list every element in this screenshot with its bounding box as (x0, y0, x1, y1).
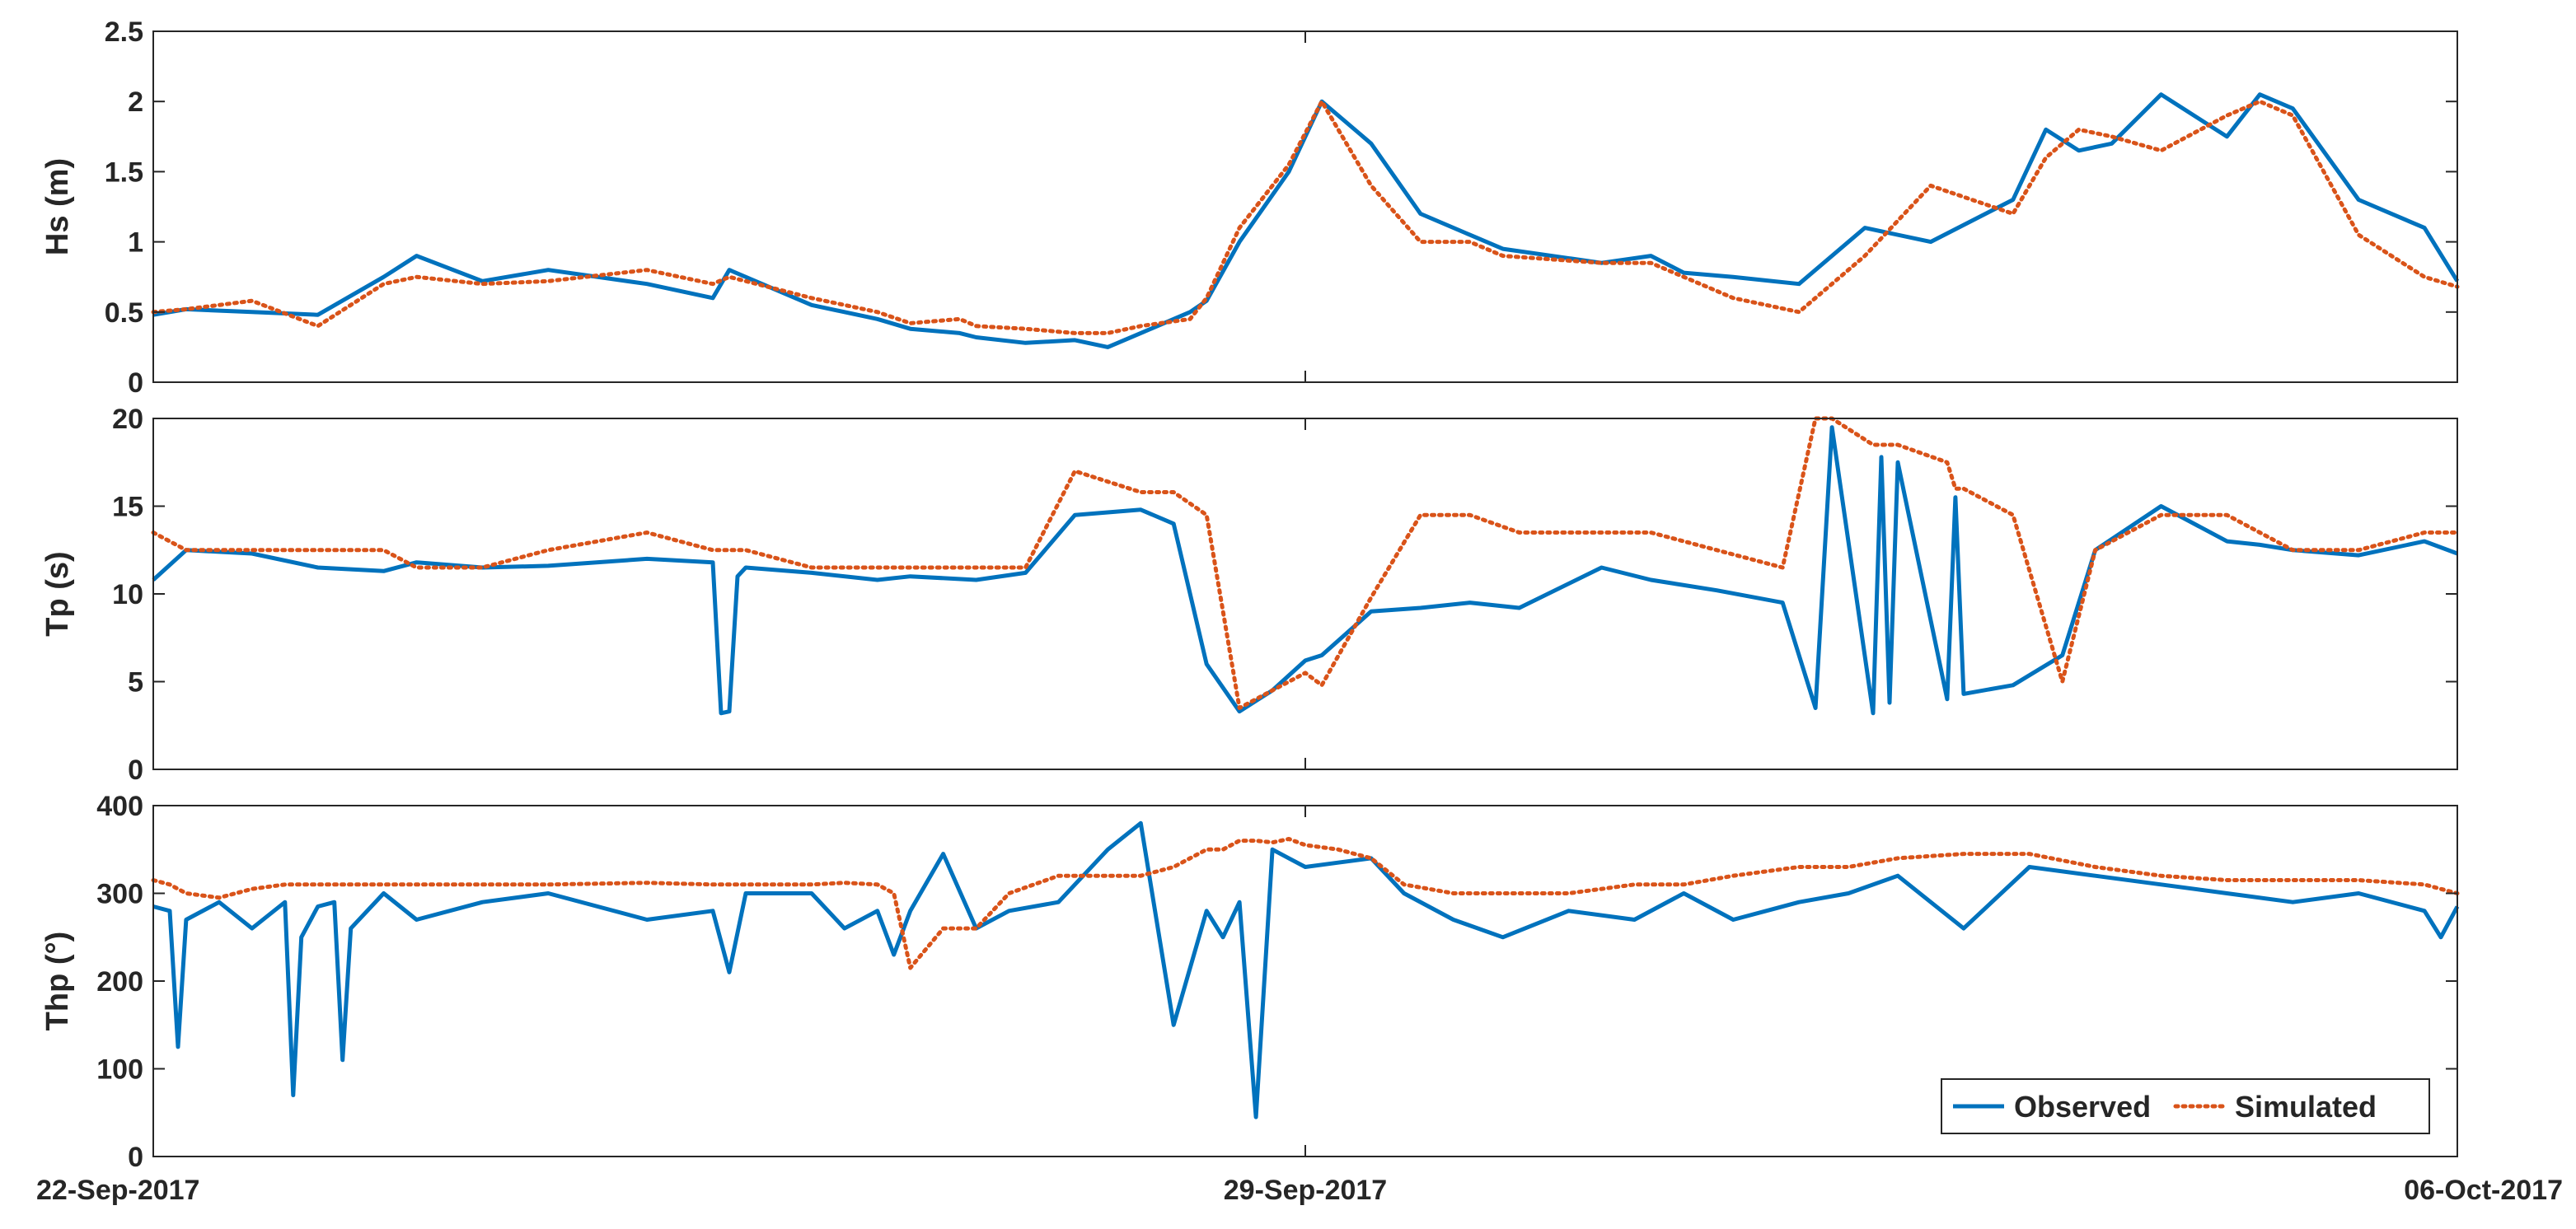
tp-y-ticks: 0 5 10 15 20 (112, 404, 2457, 786)
y-tick-label: 100 (96, 1054, 143, 1086)
hs-y-axis-label: Hs (m) (40, 158, 75, 255)
y-tick-label: 0 (128, 755, 143, 786)
thp-panel: 0 100 200 300 400 Thp (°) (40, 791, 2460, 1173)
y-tick-label: 0 (128, 1142, 143, 1173)
legend: Observed Simulated (1941, 1078, 2430, 1134)
tp-observed-line (152, 425, 2458, 716)
y-tick-label: 200 (96, 966, 143, 998)
hs-y-ticks: 0 0.5 1 1.5 2 2.5 (105, 16, 2457, 399)
hs-series-layer (151, 92, 2460, 349)
x-tick-label: 29-Sep-2017 (1224, 1175, 1387, 1206)
hs-x-ticks (152, 31, 2458, 382)
thp-simulated-line (151, 837, 2460, 970)
y-tick-label: 10 (112, 579, 143, 610)
y-tick-label: 20 (112, 404, 143, 435)
y-tick-label: 1 (128, 227, 143, 259)
tp-y-axis-label: Tp (s) (40, 551, 75, 636)
y-tick-label: 5 (128, 667, 143, 699)
legend-observed-label: Observed (2014, 1090, 2151, 1124)
x-tick-label: 22-Sep-2017 (36, 1175, 199, 1206)
y-tick-label: 1.5 (105, 157, 143, 188)
y-tick-label: 0.5 (105, 297, 143, 329)
y-tick-label: 15 (112, 492, 143, 523)
x-axis-date-labels: 22-Sep-2017 29-Sep-2017 06-Oct-2017 (36, 1175, 2563, 1206)
thp-y-axis-label: Thp (°) (40, 932, 75, 1031)
y-tick-label: 400 (96, 791, 143, 822)
y-tick-label: 2.5 (105, 16, 143, 48)
tp-x-ticks (152, 418, 2458, 769)
tp-series-layer (151, 416, 2460, 716)
x-tick-label: 06-Oct-2017 (2404, 1175, 2563, 1206)
tp-panel: 0 5 10 15 20 Tp (s) (40, 404, 2460, 786)
y-tick-label: 0 (128, 367, 143, 399)
legend-simulated-label: Simulated (2235, 1090, 2377, 1124)
y-tick-label: 2 (128, 86, 143, 118)
y-tick-label: 300 (96, 879, 143, 910)
hs-panel: 0 0.5 1 1.5 2 2.5 Hs (m) (40, 16, 2460, 399)
thp-observed-line (152, 820, 2460, 1119)
thp-x-ticks (152, 806, 2458, 1157)
hs-observed-line (152, 92, 2460, 349)
thp-series-layer (151, 820, 2460, 1119)
hs-simulated-line (151, 99, 2460, 335)
thp-y-ticks: 0 100 200 300 400 (96, 791, 2457, 1173)
tp-simulated-line (151, 416, 2460, 710)
